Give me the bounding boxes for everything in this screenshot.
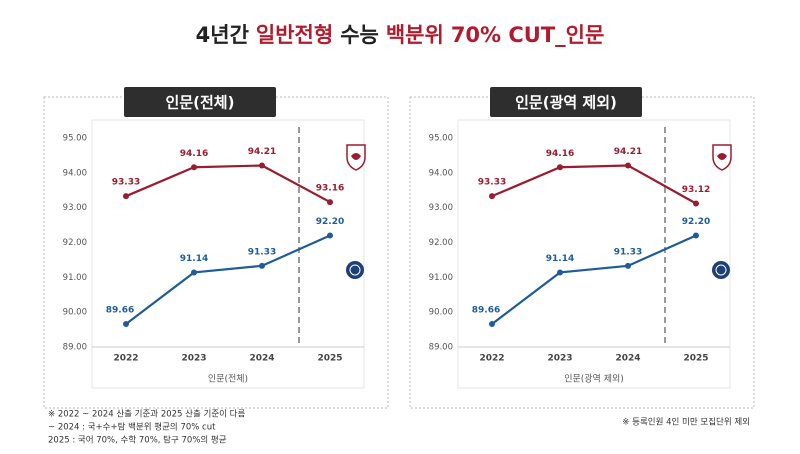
chart-title: 인문(광역 제외) bbox=[515, 94, 617, 112]
point bbox=[327, 232, 333, 239]
line bbox=[491, 164, 697, 205]
data-label: 94.21 bbox=[614, 147, 642, 157]
point bbox=[625, 162, 631, 169]
data-label: 94.16 bbox=[180, 149, 208, 159]
chart-title: 인문(전체) bbox=[166, 94, 235, 112]
note: ※ 2022 ~ 2024 산출 기준과 2025 산출 기준이 다름 bbox=[48, 409, 245, 420]
y-tick-label: 90.00 bbox=[63, 308, 87, 318]
y-tick-label: 91.00 bbox=[429, 273, 453, 283]
y-tick-label: 93.00 bbox=[63, 203, 87, 213]
point bbox=[123, 321, 129, 328]
point bbox=[259, 162, 265, 169]
y-tick-label: 91.00 bbox=[63, 273, 87, 283]
point bbox=[327, 199, 333, 206]
data-label: 93.12 bbox=[682, 185, 710, 195]
data-label: 92.20 bbox=[682, 217, 710, 227]
y-tick-label: 94.00 bbox=[63, 168, 87, 178]
y-tick-label: 94.00 bbox=[429, 168, 453, 178]
plot-frame bbox=[457, 119, 731, 389]
y-tick-label: 92.00 bbox=[429, 238, 453, 248]
logo-seal bbox=[346, 261, 364, 279]
point bbox=[259, 262, 265, 269]
y-tick-label: 89.00 bbox=[429, 343, 453, 353]
data-label: 89.66 bbox=[106, 306, 134, 316]
y-tick-label: 95.00 bbox=[429, 134, 453, 144]
x-tick-label: 2022 bbox=[113, 354, 138, 364]
x-axis-title: 인문(광역 제외) bbox=[564, 373, 624, 385]
title-part: 4년간 bbox=[196, 23, 249, 47]
data-label: 94.16 bbox=[546, 149, 574, 159]
point bbox=[489, 321, 495, 328]
slide-title: 4년간 일반전형 수능 백분위 70% CUT_인문 bbox=[196, 23, 605, 47]
logo-seal bbox=[712, 261, 730, 279]
note: ※ 등록인원 4인 미만 모집단위 제외 bbox=[622, 417, 750, 428]
x-tick-label: 2023 bbox=[181, 354, 206, 364]
x-tick-label: 2024 bbox=[249, 354, 274, 364]
point bbox=[191, 164, 197, 171]
point bbox=[123, 193, 129, 200]
line bbox=[125, 164, 331, 204]
data-label: 91.33 bbox=[614, 247, 642, 257]
point bbox=[557, 269, 563, 276]
header-box bbox=[124, 87, 276, 117]
note: 2025 : 국어 70%, 수학 70%, 탐구 70%의 평균 bbox=[48, 435, 227, 446]
title-part: 백분위 bbox=[386, 23, 444, 47]
data-label: 91.14 bbox=[180, 254, 208, 264]
logo-seal-inner bbox=[349, 264, 361, 276]
x-tick-label: 2024 bbox=[615, 354, 640, 364]
data-label: 91.14 bbox=[546, 254, 574, 264]
data-label: 93.33 bbox=[112, 178, 140, 188]
data-label: 92.20 bbox=[316, 217, 344, 227]
line bbox=[125, 234, 331, 325]
x-tick-label: 2022 bbox=[479, 354, 504, 364]
x-tick-label: 2023 bbox=[547, 354, 572, 364]
point bbox=[489, 193, 495, 200]
data-label: 93.33 bbox=[478, 178, 506, 188]
title-part: 수능 bbox=[340, 23, 379, 47]
logo-seal-inner bbox=[715, 264, 727, 276]
point bbox=[557, 164, 563, 171]
x-tick-label: 2025 bbox=[317, 354, 342, 364]
title-part: 일반전형 bbox=[256, 23, 333, 47]
data-label: 89.66 bbox=[472, 306, 500, 316]
y-tick-label: 89.00 bbox=[63, 343, 87, 353]
point bbox=[191, 269, 197, 276]
line bbox=[491, 234, 697, 325]
x-tick-label: 2025 bbox=[683, 354, 708, 364]
plot-frame bbox=[91, 119, 365, 389]
data-label: 94.21 bbox=[248, 147, 276, 157]
y-tick-label: 92.00 bbox=[63, 238, 87, 248]
note: ~ 2024 : 국+수+탐 백분위 평균의 70% cut bbox=[48, 422, 216, 433]
logo-mark bbox=[351, 153, 361, 160]
point bbox=[693, 232, 699, 239]
y-tick-label: 93.00 bbox=[429, 203, 453, 213]
y-tick-label: 95.00 bbox=[63, 134, 87, 144]
point bbox=[693, 200, 699, 207]
y-tick-label: 90.00 bbox=[429, 308, 453, 318]
data-label: 91.33 bbox=[248, 247, 276, 257]
header-box bbox=[490, 87, 642, 117]
x-axis-title: 인문(전체) bbox=[208, 374, 248, 385]
point bbox=[625, 262, 631, 269]
logo-mark bbox=[717, 153, 727, 160]
data-label: 93.16 bbox=[316, 184, 344, 194]
title-part: 70% CUT_인문 bbox=[451, 23, 605, 47]
